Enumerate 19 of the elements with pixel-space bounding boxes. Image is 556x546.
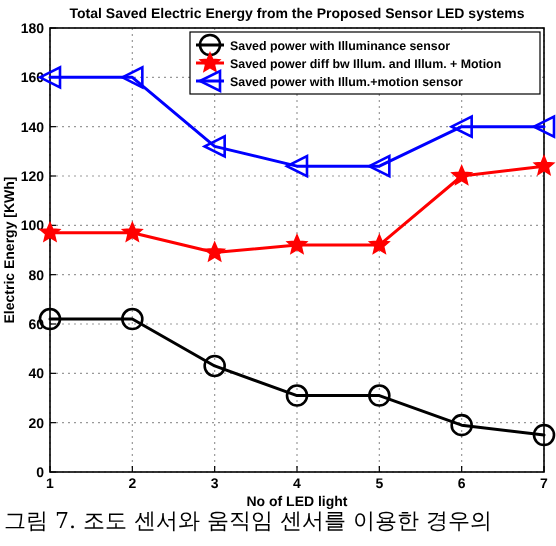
- point: [286, 234, 308, 254]
- point: [204, 241, 225, 262]
- point: [122, 221, 143, 242]
- point: [450, 413, 473, 437]
- point: [121, 307, 144, 331]
- point: [203, 354, 226, 378]
- point: [451, 165, 472, 185]
- point: [368, 384, 391, 407]
- point: [285, 154, 309, 178]
- point: [532, 423, 556, 447]
- point: [203, 135, 226, 158]
- point: [450, 115, 473, 138]
- point: [285, 384, 309, 407]
- caption: 그림 7. 조도 센서와 움직임 센서를 이용한 경우의: [4, 508, 492, 534]
- point: [533, 155, 555, 176]
- point: [368, 154, 391, 178]
- point: [369, 234, 390, 254]
- point: [121, 66, 144, 89]
- point: [532, 115, 556, 138]
